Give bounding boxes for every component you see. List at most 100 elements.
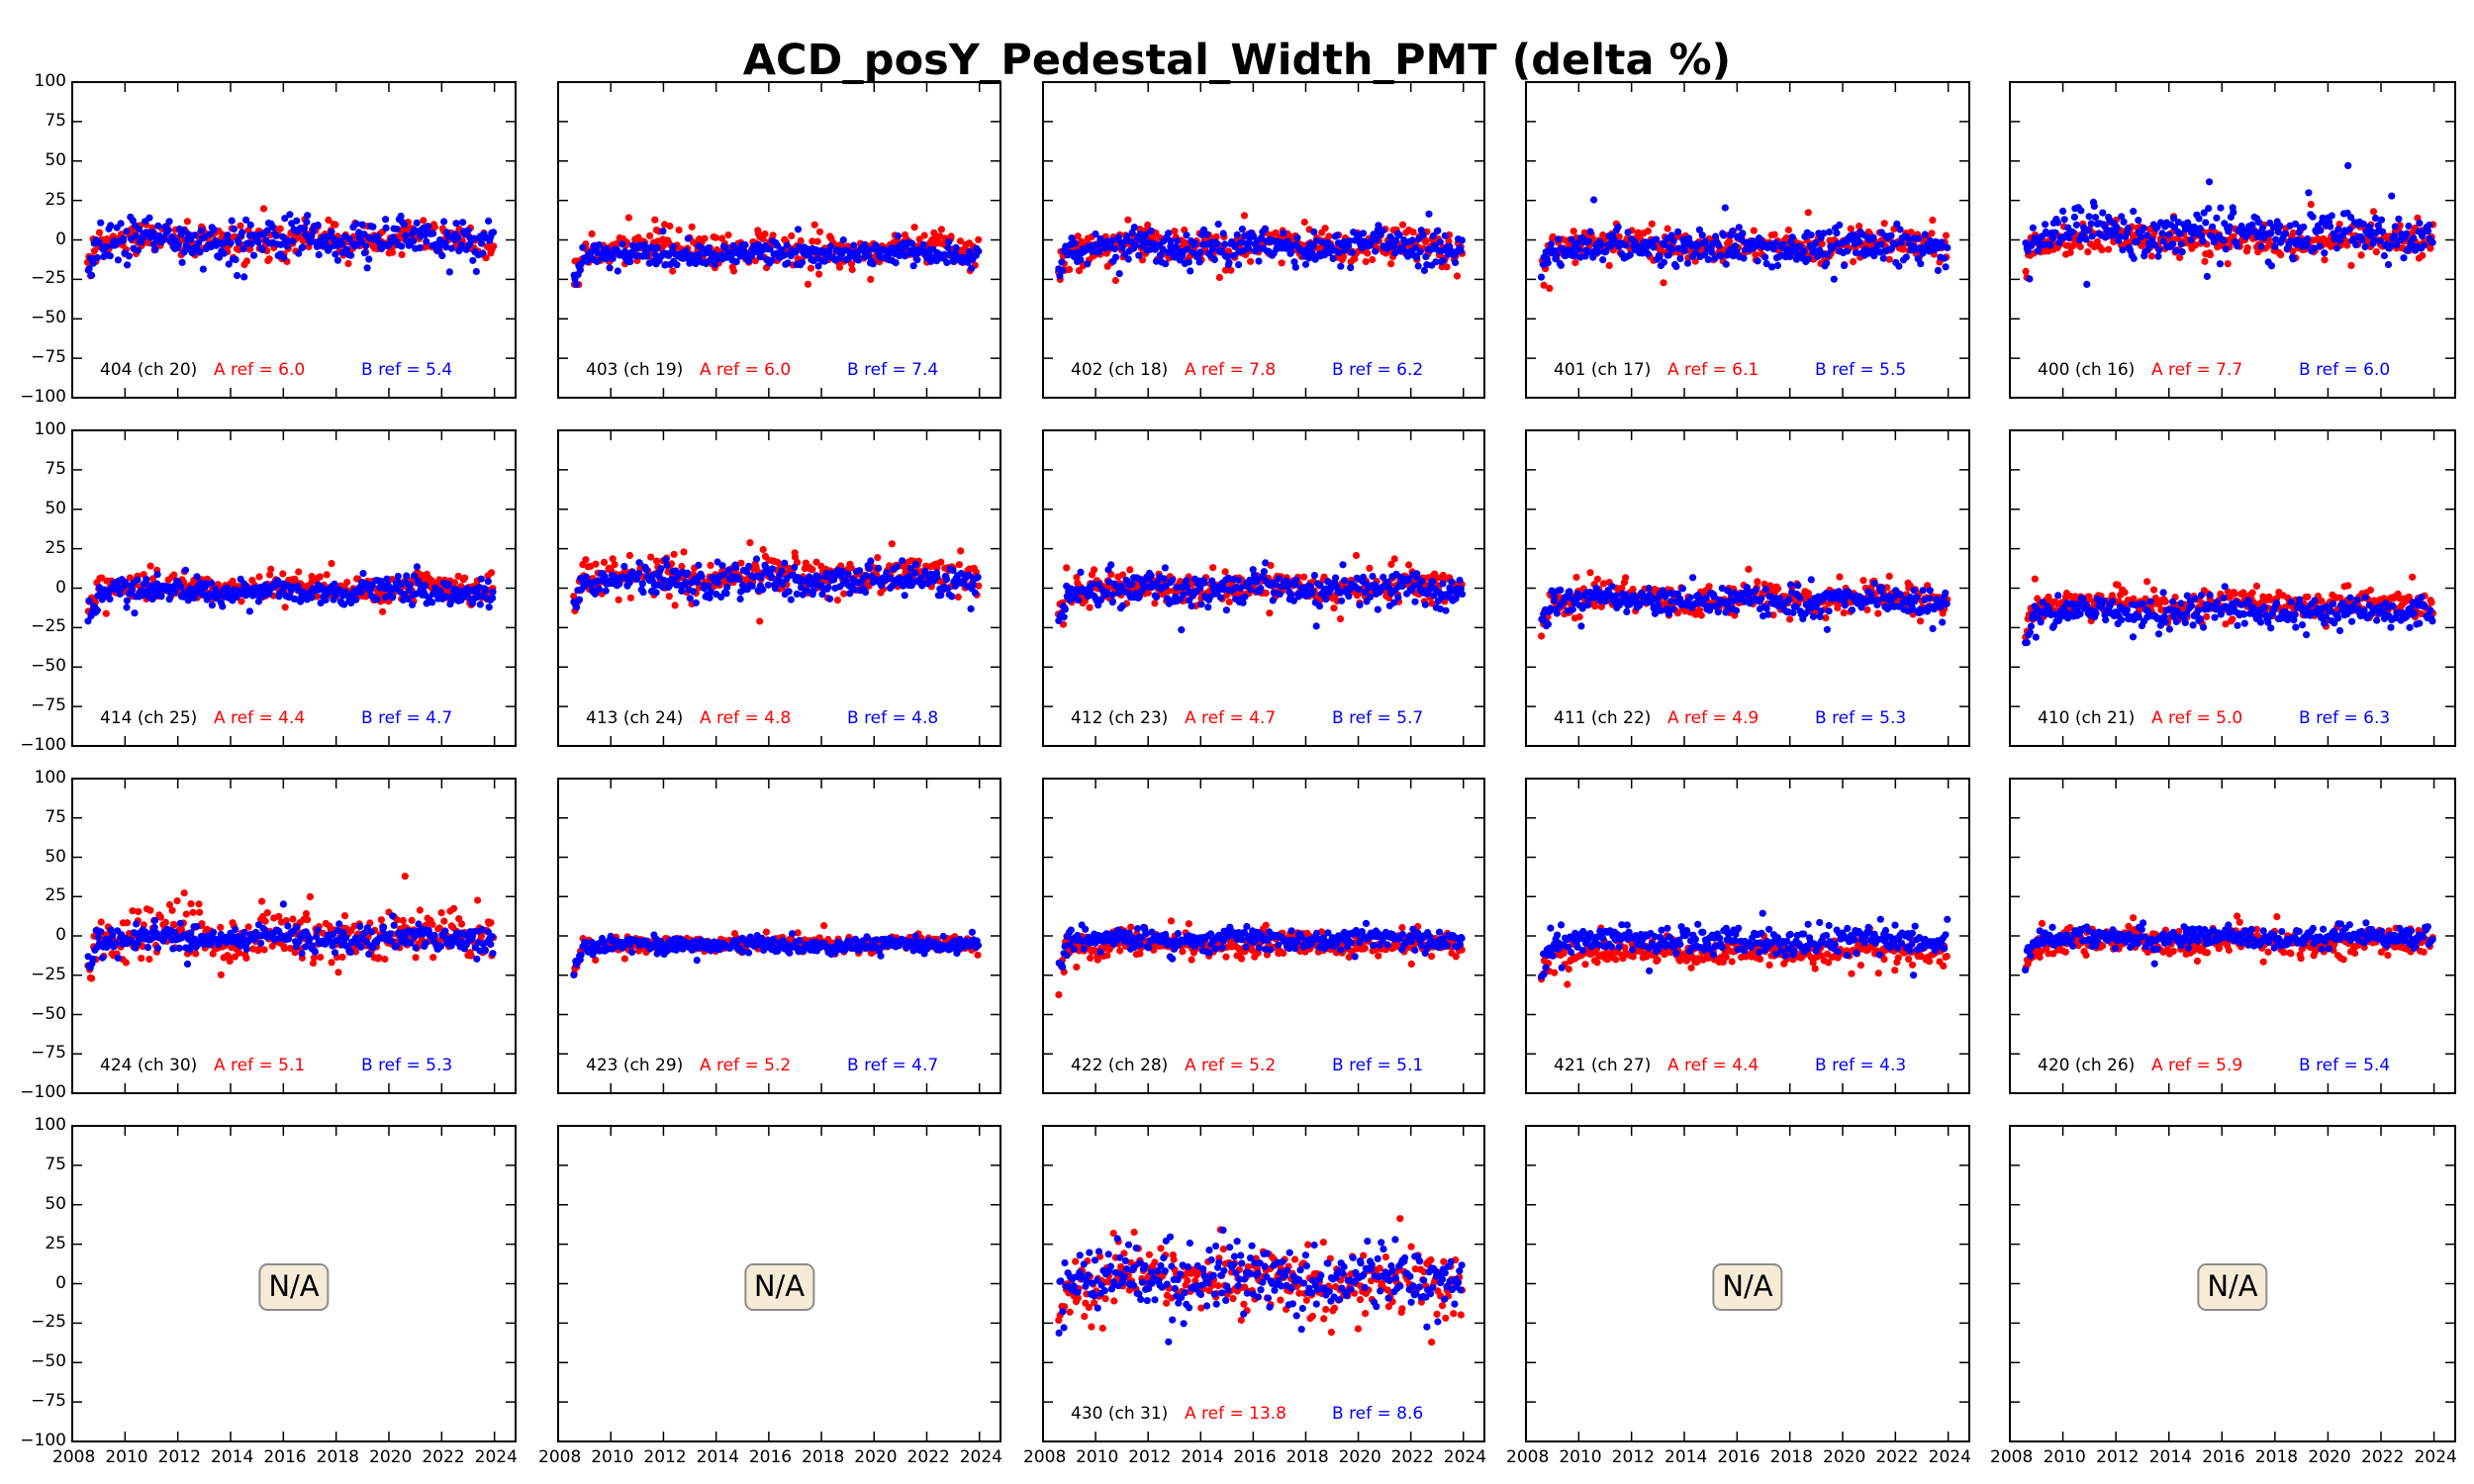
data-point-B — [1555, 235, 1563, 243]
data-point-B — [689, 588, 698, 596]
data-point-B — [1219, 230, 1227, 237]
data-point-B — [576, 266, 584, 274]
data-point-A — [1369, 255, 1377, 264]
data-point-B — [1754, 257, 1761, 265]
data-point-B — [2230, 209, 2237, 217]
data-point-B — [1225, 258, 1233, 266]
data-point-B — [606, 264, 614, 272]
data-point-B — [854, 256, 863, 264]
data-point-B — [2226, 223, 2234, 231]
data-point-B — [1712, 232, 1720, 240]
data-point-B — [975, 247, 983, 255]
data-point-A — [1086, 603, 1094, 611]
data-point-B — [143, 575, 150, 584]
data-point-A — [1215, 273, 1223, 282]
data-point-B — [347, 251, 355, 259]
data-point-A — [1325, 232, 1333, 240]
data-point-B — [971, 589, 980, 597]
data-point-B — [684, 569, 692, 577]
data-point-B — [333, 256, 341, 264]
data-point-B — [2317, 227, 2325, 234]
data-point-B — [1676, 254, 1684, 262]
data-point-B — [943, 258, 951, 266]
data-point-A — [848, 265, 856, 274]
data-point-B — [242, 216, 250, 224]
data-point-B — [1174, 236, 1182, 244]
data-point-B — [308, 594, 316, 602]
data-point-B — [573, 603, 581, 611]
data-point-B — [369, 223, 377, 231]
data-point-B — [85, 265, 93, 273]
data-point-A — [1784, 226, 1792, 234]
data-point-B — [2090, 202, 2098, 210]
data-point-B — [1668, 245, 1676, 253]
data-point-B — [1698, 232, 1706, 239]
data-point-B — [2205, 205, 2213, 213]
data-point-B — [154, 222, 162, 230]
data-point-B — [459, 219, 467, 227]
data-point-B — [332, 250, 339, 258]
data-point-B — [2276, 222, 2284, 230]
data-point-B — [2203, 272, 2211, 280]
data-point-B — [1674, 228, 1682, 235]
data-point-A — [957, 547, 965, 555]
data-point-A — [1171, 228, 1179, 235]
data-point-A — [669, 267, 677, 275]
data-point-B — [1457, 247, 1465, 255]
data-point-B — [2196, 225, 2204, 232]
data-point-A — [2066, 248, 2074, 256]
data-point-A — [2098, 246, 2106, 254]
data-point-B — [107, 222, 115, 230]
data-point-A — [1300, 573, 1308, 581]
data-point-A — [1770, 231, 1778, 238]
data-point-B — [1221, 240, 1229, 248]
panel-frame — [71, 81, 517, 399]
data-point-A — [244, 227, 252, 234]
data-point-B — [362, 242, 370, 250]
data-point-B — [2386, 241, 2395, 249]
data-point-B — [948, 593, 956, 601]
data-point-B — [394, 572, 402, 581]
data-point-A — [430, 223, 438, 232]
data-point-A — [615, 596, 622, 603]
data-point-A — [1225, 598, 1233, 606]
data-point-A — [1066, 265, 1074, 273]
data-point-B — [2305, 189, 2313, 197]
data-point-B — [330, 235, 337, 243]
data-point-B — [1329, 254, 1337, 262]
data-point-B — [1584, 237, 1592, 245]
data-point-B — [1769, 245, 1777, 253]
data-point-B — [2391, 223, 2399, 231]
data-point-B — [2046, 241, 2054, 249]
data-point-B — [1841, 261, 1849, 270]
data-point-B — [669, 242, 678, 251]
data-point-B — [181, 566, 190, 574]
data-point-B — [1825, 228, 1834, 236]
data-point-B — [1372, 247, 1380, 255]
data-point-B — [254, 238, 262, 246]
data-point-B — [967, 604, 975, 613]
data-point-B — [2257, 242, 2265, 250]
data-point-B — [1720, 232, 1728, 239]
data-point-B — [289, 237, 297, 245]
data-point-B — [106, 252, 114, 260]
data-point-B — [1439, 256, 1447, 264]
data-point-A — [1660, 279, 1667, 287]
data-point-B — [125, 252, 133, 260]
data-point-A — [379, 607, 387, 615]
data-point-B — [1717, 252, 1725, 260]
data-point-B — [304, 212, 312, 220]
data-point-B — [867, 557, 875, 565]
data-point-B — [2428, 238, 2436, 246]
data-point-B — [686, 595, 694, 603]
data-point-B — [1729, 228, 1737, 235]
data-point-B — [2380, 251, 2388, 260]
data-point-A — [102, 609, 110, 617]
data-point-A — [95, 229, 104, 236]
data-point-B — [2068, 229, 2077, 236]
data-point-B — [2177, 240, 2185, 248]
data-point-B — [910, 569, 919, 577]
data-point-B — [1735, 224, 1743, 232]
data-point-A — [920, 232, 928, 239]
data-point-B — [2358, 236, 2366, 244]
